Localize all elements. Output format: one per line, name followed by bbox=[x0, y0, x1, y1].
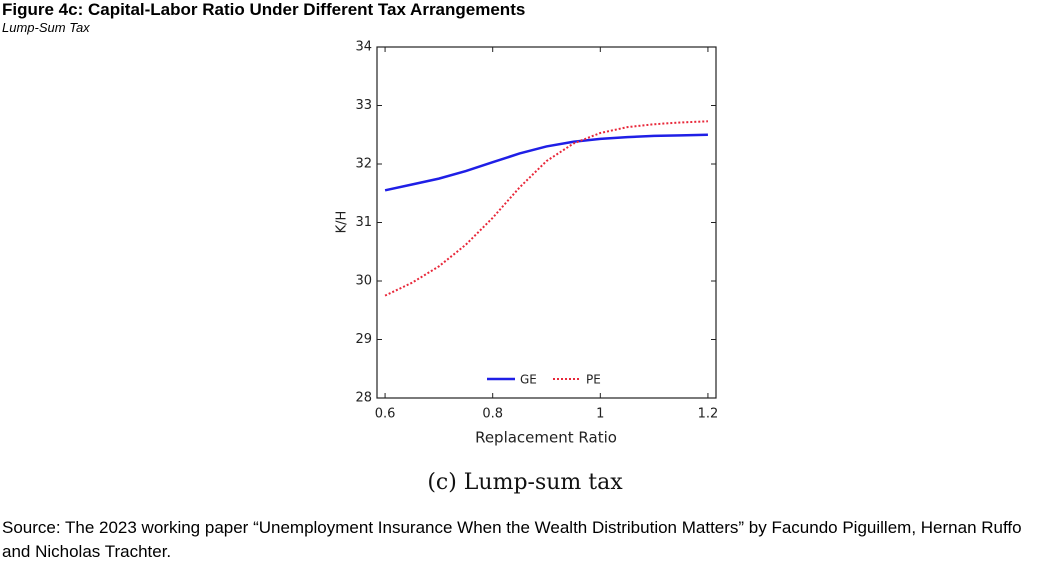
y-tick-label: 33 bbox=[355, 98, 372, 113]
y-tick-label: 30 bbox=[355, 274, 372, 289]
y-tick-label: 32 bbox=[355, 157, 372, 172]
series-line bbox=[384, 120, 708, 297]
y-axis-label: K/H bbox=[335, 211, 350, 234]
series-line bbox=[384, 133, 708, 192]
plot-frame bbox=[376, 46, 717, 399]
legend-label: GE bbox=[520, 373, 537, 387]
x-tick-label: 0.8 bbox=[482, 407, 503, 422]
figure-subtitle: Lump-Sum Tax bbox=[2, 20, 90, 35]
legend-label: PE bbox=[586, 373, 601, 387]
source-note: Source: The 2023 working paper “Unemploy… bbox=[2, 518, 1022, 561]
x-tick-label: 1.2 bbox=[698, 407, 719, 422]
y-tick-label: 28 bbox=[355, 391, 372, 406]
x-tick-label: 0.6 bbox=[375, 407, 396, 422]
caption: (c) Lump-sum tax bbox=[427, 470, 623, 495]
x-axis-label: Replacement Ratio bbox=[475, 429, 617, 447]
y-tick-label: 29 bbox=[355, 332, 372, 347]
y-tick-label: 31 bbox=[355, 215, 372, 230]
chart: K/H Replacement Ratio (c) Lump-sum tax 2… bbox=[335, 40, 719, 496]
x-tick-label: 1 bbox=[596, 407, 604, 422]
figure-title: Figure 4c: Capital-Labor Ratio Under Dif… bbox=[2, 0, 526, 19]
y-tick-label: 34 bbox=[355, 40, 372, 55]
